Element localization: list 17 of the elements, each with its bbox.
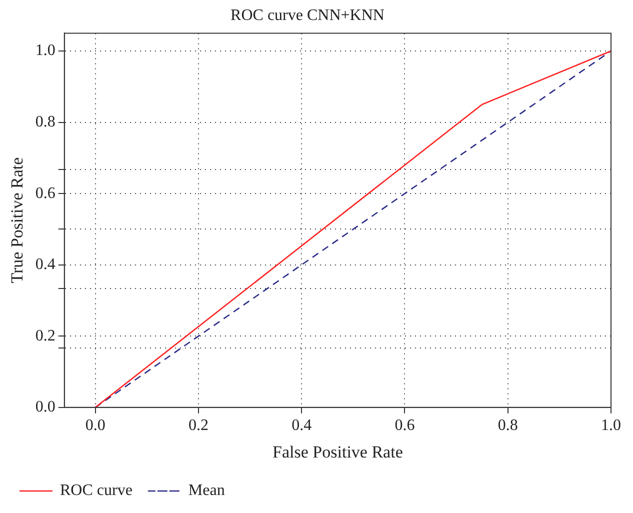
x-axis-title: False Positive Rate [272,442,403,462]
y-tick-label: 0.2 [35,327,56,344]
x-tick-label: 0.2 [188,417,208,434]
y-tick-label: 0.4 [35,256,56,274]
x-tick-label: 0.8 [498,417,518,434]
x-tick-label: 0.0 [85,417,106,434]
x-tick-label: 0.6 [394,417,415,434]
y-tick-label: 0.0 [35,398,56,416]
legend-label: Mean [188,482,225,500]
legend-label: ROC curve [60,482,132,500]
chart-title: ROC curve CNN+KNN [230,6,385,24]
y-tick-label: 0.6 [35,184,56,202]
y-tick-label: 0.8 [35,114,56,130]
y-tick-label: 1.0 [35,42,56,60]
x-tick-label: 0.4 [292,417,312,434]
x-tick-label: 1.0 [601,417,621,434]
y-axis-title: True Positive Rate [8,157,27,284]
